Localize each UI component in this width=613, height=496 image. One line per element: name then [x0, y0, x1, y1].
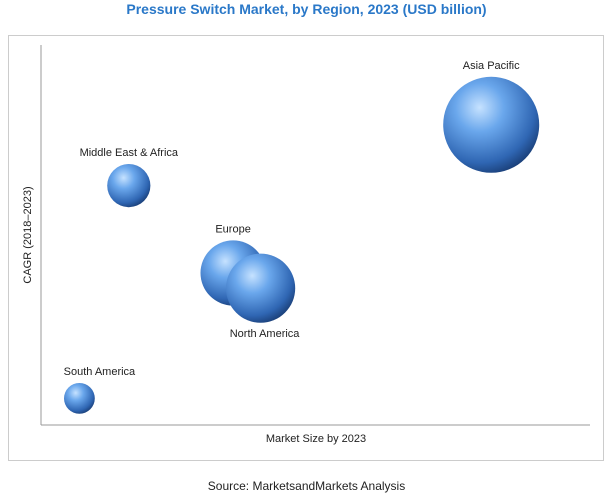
- bubble-north-america: [226, 253, 296, 323]
- bubble-layer: Asia Pacific Middle East & Africa Europe No…: [64, 60, 540, 414]
- chart-frame: [8, 35, 604, 461]
- bubble-label: South America: [64, 366, 136, 378]
- bubble-middle-east-africa: [107, 164, 151, 208]
- source-note: Source: MarketsandMarkets Analysis: [207, 479, 406, 493]
- bubble-label: Asia Pacific: [463, 60, 520, 72]
- chart-title: Pressure Switch Market, by Region, 2023 …: [126, 1, 487, 17]
- bubble-label: North America: [230, 328, 301, 340]
- x-axis-label: Market Size by 2023: [266, 433, 366, 445]
- bubble-label: Europe: [215, 223, 250, 235]
- y-axis-label: CAGR (2018–2023): [22, 186, 34, 283]
- bubble-asia-pacific: [443, 76, 540, 173]
- bubble-label: Middle East & Africa: [80, 147, 179, 159]
- bubble-south-america: [64, 383, 95, 414]
